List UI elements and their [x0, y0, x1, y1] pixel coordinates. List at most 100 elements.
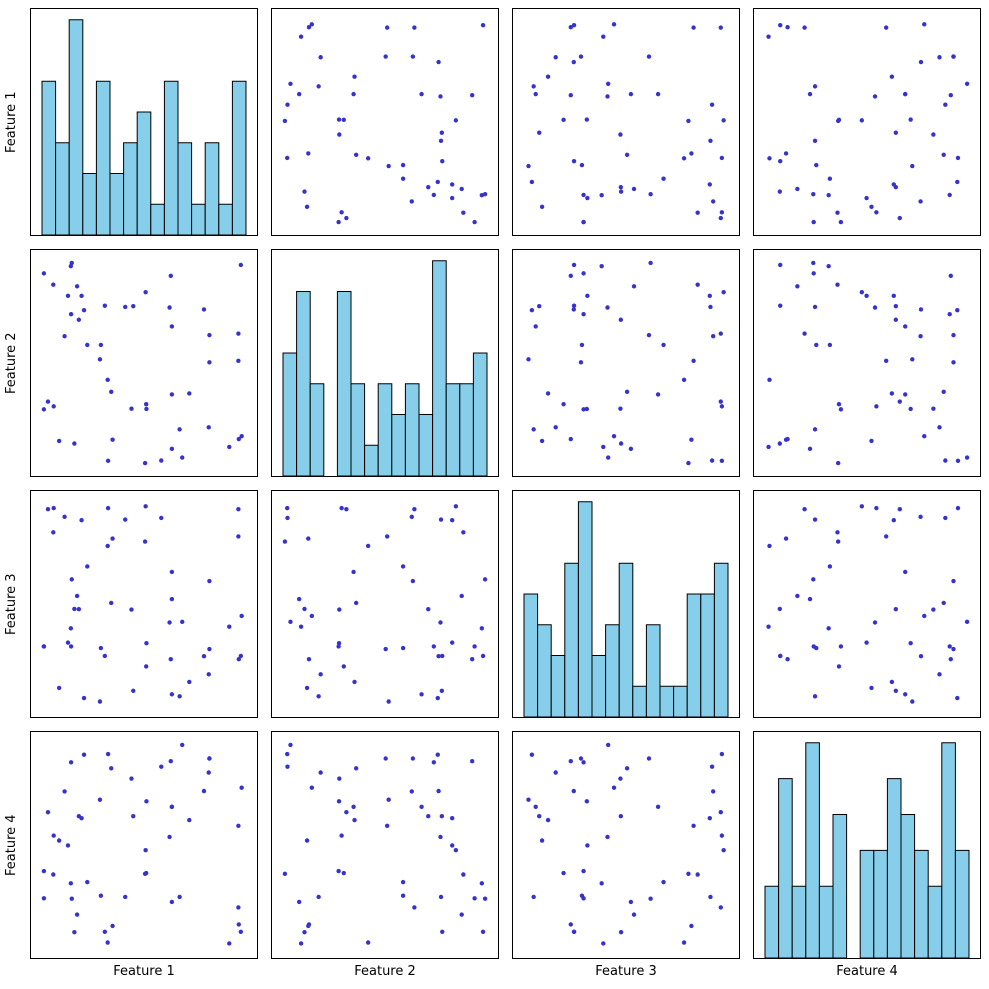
hist-bar: [618, 562, 634, 717]
scatter-point: [618, 441, 624, 446]
scatter-cell-feature1-vs-feature4: [753, 8, 981, 236]
scatter-point: [836, 117, 842, 123]
scatter-plot: [766, 504, 970, 704]
scatter-point: [578, 54, 584, 59]
scatter-plot: [282, 22, 488, 225]
scatter-point: [65, 293, 71, 299]
scatter-point: [648, 192, 653, 197]
hist-bar: [791, 885, 807, 958]
scatter-point: [812, 694, 818, 699]
histogram-cell-feature-4: [753, 731, 981, 959]
scatter-point: [811, 192, 816, 197]
scatter-point: [459, 186, 464, 192]
scatter-point: [869, 204, 874, 210]
scatter-point: [68, 760, 74, 765]
scatter-point: [79, 518, 84, 523]
scatter-point: [655, 804, 661, 809]
scatter-point: [129, 406, 134, 411]
scatter-point: [51, 282, 56, 287]
scatter-point: [440, 158, 445, 164]
scatter-point: [85, 564, 90, 569]
scatter-point: [553, 55, 558, 60]
scatter-point: [449, 182, 455, 187]
scatter-point: [718, 331, 723, 336]
scatter-point: [553, 425, 558, 430]
x-axis-label-feature-3: Feature 3: [595, 964, 657, 979]
scatter-point: [236, 507, 241, 512]
scatter-point: [302, 189, 307, 194]
scatter-point: [908, 640, 913, 646]
scatter-point: [681, 156, 687, 161]
scatter-point: [339, 505, 344, 511]
scatter-point: [431, 192, 437, 198]
scatter-point: [951, 360, 956, 365]
histogram-plot: [41, 19, 247, 235]
scatter-point: [123, 894, 128, 900]
scatter-cell-feature1-vs-feature2: [271, 8, 499, 236]
scatter-point: [785, 25, 790, 30]
scatter-point: [285, 102, 290, 107]
scatter-point: [721, 289, 726, 295]
scatter-point: [545, 817, 551, 823]
hist-bar: [459, 383, 474, 476]
scatter-point: [207, 332, 212, 338]
scatter-point: [168, 759, 173, 764]
scatter-point: [72, 441, 77, 446]
scatter-point: [336, 799, 342, 804]
scatter-point: [539, 838, 545, 843]
scatter-point: [177, 894, 182, 900]
scatter-point: [105, 377, 110, 383]
scatter-point: [897, 507, 902, 512]
scatter-point: [533, 804, 538, 809]
hist-bar: [700, 593, 715, 717]
scatter-point: [143, 289, 148, 295]
scatter-point: [578, 756, 584, 761]
scatter-point: [951, 646, 956, 652]
y-axis-label-feature-1: Feature 1: [4, 91, 19, 153]
scatter-point: [581, 407, 586, 412]
scatter-point: [98, 342, 104, 348]
scatter-point: [707, 293, 712, 299]
hist-bar: [432, 260, 447, 476]
scatter-point: [599, 881, 604, 886]
scatter-point: [710, 334, 716, 339]
scatter-point: [431, 644, 437, 649]
scatter-cell-feature2-vs-feature3: [512, 249, 740, 477]
scatter-point: [681, 940, 687, 945]
scatter-point: [533, 324, 538, 329]
scatter-point: [571, 158, 577, 164]
scatter-point: [814, 342, 819, 348]
scatter-point: [918, 307, 924, 312]
scatter-point: [344, 507, 349, 512]
hist-bar: [859, 849, 875, 958]
scatter-point: [624, 766, 630, 771]
scatter-point: [81, 752, 87, 757]
scatter-point: [785, 657, 790, 662]
scatter-point: [296, 899, 302, 905]
scatter-point: [365, 940, 371, 945]
scatter-point: [302, 929, 307, 935]
hist-bar: [686, 593, 702, 717]
scatter-point: [436, 59, 441, 65]
scatter-point: [859, 118, 865, 123]
scatter-point: [419, 91, 424, 97]
scatter-point: [893, 606, 899, 612]
scatter-point: [337, 607, 342, 612]
scatter-point: [177, 694, 182, 699]
scatter-point: [74, 912, 80, 917]
scatter-point: [827, 342, 833, 348]
scatter-point: [461, 530, 466, 535]
scatter-point: [81, 308, 87, 313]
scatter-point: [826, 263, 831, 269]
scatter-point: [795, 186, 800, 192]
scatter-point: [41, 407, 47, 412]
scatter-point: [169, 596, 175, 602]
scatter-point: [529, 752, 535, 757]
scatter-point: [201, 654, 207, 659]
hist-bar: [645, 624, 661, 717]
scatter-point: [316, 694, 321, 699]
scatter-plot: [766, 260, 970, 466]
scatter-point: [661, 342, 666, 348]
scatter-point: [581, 271, 586, 276]
